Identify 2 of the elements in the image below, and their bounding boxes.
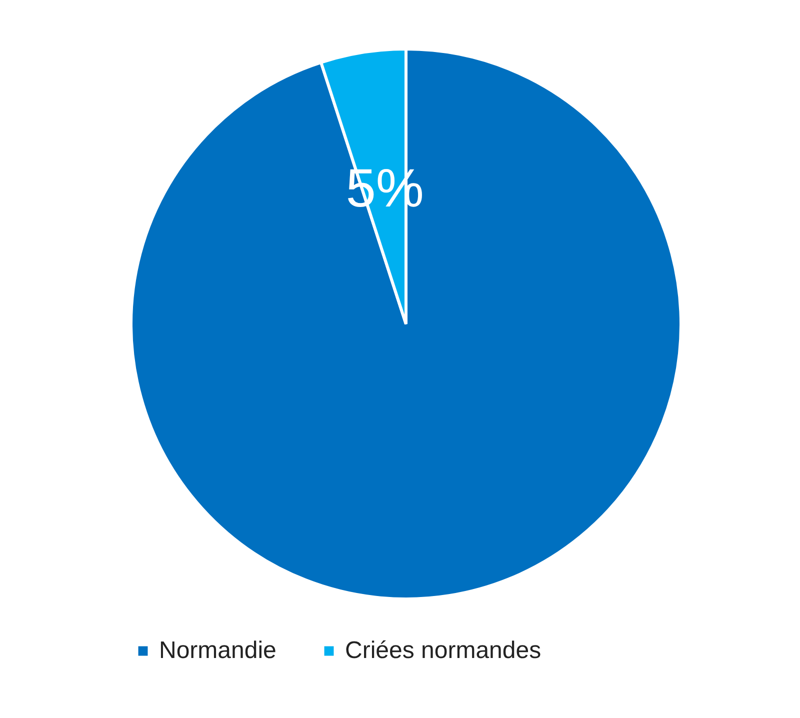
- legend-label: Normandie: [159, 637, 276, 664]
- legend-label: Criées normandes: [345, 637, 542, 664]
